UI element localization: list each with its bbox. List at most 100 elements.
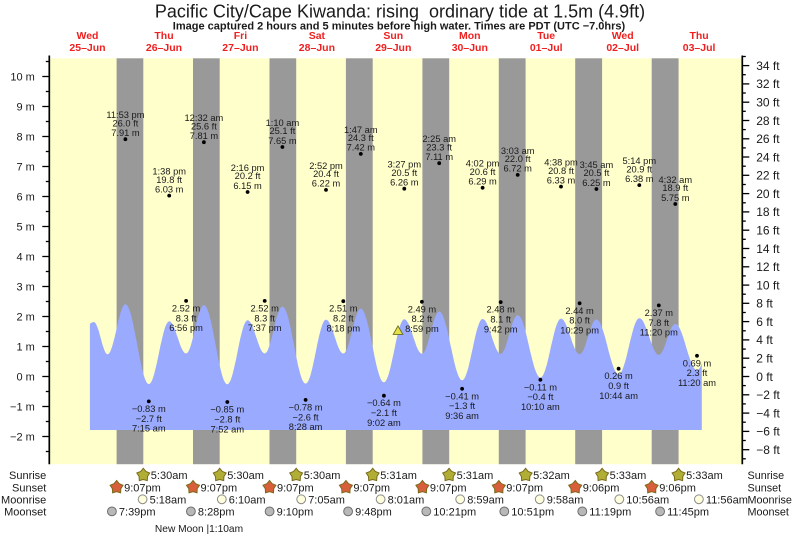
svg-text:2.52 m: 2.52 m [172, 303, 201, 313]
svg-text:4 m: 4 m [16, 251, 34, 263]
svg-text:−0.78 m: −0.78 m [289, 402, 323, 412]
svg-text:7:52 am: 7:52 am [211, 424, 245, 434]
svg-text:9:58am: 9:58am [547, 494, 584, 506]
svg-text:7:39pm: 7:39pm [119, 506, 156, 518]
svg-text:Mon: Mon [459, 30, 481, 42]
svg-text:20.6 ft: 20.6 ft [470, 167, 496, 177]
svg-text:24.3 ft: 24.3 ft [348, 133, 374, 143]
svg-text:1:38 pm: 1:38 pm [152, 167, 186, 177]
svg-text:10:10 am: 10:10 am [521, 402, 560, 412]
svg-text:5:33am: 5:33am [610, 470, 647, 482]
svg-text:7 m: 7 m [16, 161, 34, 173]
svg-text:Pacific City/Cape Kiwanda: ris: Pacific City/Cape Kiwanda: rising ordina… [155, 2, 645, 22]
svg-text:−2.8 ft: −2.8 ft [214, 414, 241, 424]
svg-text:0.26 m: 0.26 m [604, 371, 633, 381]
svg-text:−1.3 ft: −1.3 ft [449, 401, 476, 411]
svg-text:26–Jun: 26–Jun [146, 42, 182, 54]
svg-text:−0.4 ft: −0.4 ft [527, 392, 554, 402]
svg-text:4:38 pm: 4:38 pm [544, 158, 578, 168]
svg-text:9:07pm: 9:07pm [506, 482, 543, 494]
svg-text:9:07pm: 9:07pm [277, 482, 314, 494]
svg-text:14 ft: 14 ft [756, 242, 780, 256]
svg-text:16 ft: 16 ft [756, 224, 780, 238]
svg-text:6 ft: 6 ft [756, 315, 773, 329]
svg-text:6.15 m: 6.15 m [233, 181, 262, 191]
svg-text:10 m: 10 m [10, 71, 34, 83]
svg-text:18.9 ft: 18.9 ft [662, 183, 688, 193]
svg-text:5.75 m: 5.75 m [661, 193, 690, 203]
svg-text:9:10pm: 9:10pm [277, 506, 314, 518]
svg-text:23.3 ft: 23.3 ft [426, 142, 452, 152]
svg-text:8:59am: 8:59am [467, 494, 504, 506]
svg-text:7.8 ft: 7.8 ft [648, 318, 669, 328]
svg-text:8 m: 8 m [16, 131, 34, 143]
svg-text:Moonrise: Moonrise [1, 494, 46, 506]
svg-text:0 ft: 0 ft [756, 370, 773, 384]
svg-text:7:15 am: 7:15 am [132, 424, 166, 434]
svg-text:2.44 m: 2.44 m [565, 306, 594, 316]
svg-text:01–Jul: 01–Jul [530, 42, 563, 54]
svg-text:22 ft: 22 ft [756, 169, 780, 183]
svg-text:−8 ft: −8 ft [756, 443, 780, 457]
svg-text:34 ft: 34 ft [756, 59, 780, 73]
svg-text:20.2 ft: 20.2 ft [235, 171, 261, 181]
svg-text:0.9 ft: 0.9 ft [608, 381, 629, 391]
svg-text:11:19pm: 11:19pm [589, 506, 631, 518]
svg-text:8.3 ft: 8.3 ft [254, 313, 275, 323]
svg-text:8.1 ft: 8.1 ft [490, 315, 511, 325]
svg-text:6.72 m: 6.72 m [503, 164, 532, 174]
svg-text:Sat: Sat [309, 30, 326, 42]
svg-text:Sun: Sun [383, 30, 403, 42]
svg-text:11:20 pm: 11:20 pm [640, 328, 678, 338]
svg-text:8:28pm: 8:28pm [198, 506, 235, 518]
svg-text:11:56am: 11:56am [706, 494, 748, 506]
svg-text:1 m: 1 m [16, 341, 34, 353]
svg-text:2 m: 2 m [16, 311, 34, 323]
svg-text:12 ft: 12 ft [756, 260, 780, 274]
svg-text:30 ft: 30 ft [756, 96, 780, 110]
svg-text:2.37 m: 2.37 m [645, 308, 674, 318]
svg-text:7.42 m: 7.42 m [347, 143, 376, 153]
svg-text:New Moon |1:10am: New Moon |1:10am [155, 524, 243, 535]
svg-text:9:07pm: 9:07pm [201, 482, 238, 494]
svg-text:5:18am: 5:18am [150, 494, 187, 506]
svg-text:2.49 m: 2.49 m [408, 304, 437, 314]
svg-text:Moonrise: Moonrise [748, 494, 792, 506]
svg-text:25.6 ft: 25.6 ft [191, 121, 217, 131]
svg-text:8:01am: 8:01am [388, 494, 425, 506]
svg-text:7.65 m: 7.65 m [268, 136, 297, 146]
svg-text:Moonset: Moonset [4, 506, 46, 518]
svg-text:10:29 pm: 10:29 pm [560, 326, 599, 336]
svg-text:Image captured 2 hours and 5 m: Image captured 2 hours and 5 minutes bef… [173, 20, 626, 32]
svg-text:Sunset: Sunset [748, 482, 782, 494]
svg-text:8.2 ft: 8.2 ft [412, 314, 433, 324]
svg-text:18 ft: 18 ft [756, 205, 780, 219]
svg-text:0.69 m: 0.69 m [683, 358, 712, 368]
svg-text:2.52 m: 2.52 m [250, 303, 279, 313]
svg-text:20.8 ft: 20.8 ft [548, 166, 574, 176]
svg-text:−2 m: −2 m [10, 431, 35, 443]
svg-text:3 m: 3 m [16, 281, 34, 293]
svg-text:6.22 m: 6.22 m [312, 179, 341, 189]
svg-text:Sunset: Sunset [12, 482, 46, 494]
svg-text:−1 m: −1 m [10, 401, 35, 413]
svg-text:Tue: Tue [537, 30, 555, 42]
svg-text:5:32am: 5:32am [533, 470, 570, 482]
svg-text:29–Jun: 29–Jun [375, 42, 411, 54]
svg-text:7:37 pm: 7:37 pm [248, 323, 282, 333]
svg-text:Thu: Thu [689, 30, 708, 42]
svg-text:8:28 am: 8:28 am [289, 422, 323, 432]
svg-text:−4 ft: −4 ft [756, 406, 780, 420]
svg-text:3:03 am: 3:03 am [501, 146, 535, 156]
svg-text:6.29 m: 6.29 m [468, 177, 497, 187]
svg-text:Sunrise: Sunrise [748, 470, 785, 482]
svg-text:−2.6 ft: −2.6 ft [293, 412, 320, 422]
svg-text:−0.41 m: −0.41 m [445, 391, 479, 401]
svg-text:2:16 pm: 2:16 pm [231, 163, 265, 173]
svg-text:7:05am: 7:05am [308, 494, 345, 506]
svg-text:9:07pm: 9:07pm [124, 482, 161, 494]
svg-text:11:53 pm: 11:53 pm [106, 110, 144, 120]
svg-text:6 m: 6 m [16, 191, 34, 203]
svg-text:−2 ft: −2 ft [756, 388, 780, 402]
svg-text:5:31am: 5:31am [380, 470, 417, 482]
